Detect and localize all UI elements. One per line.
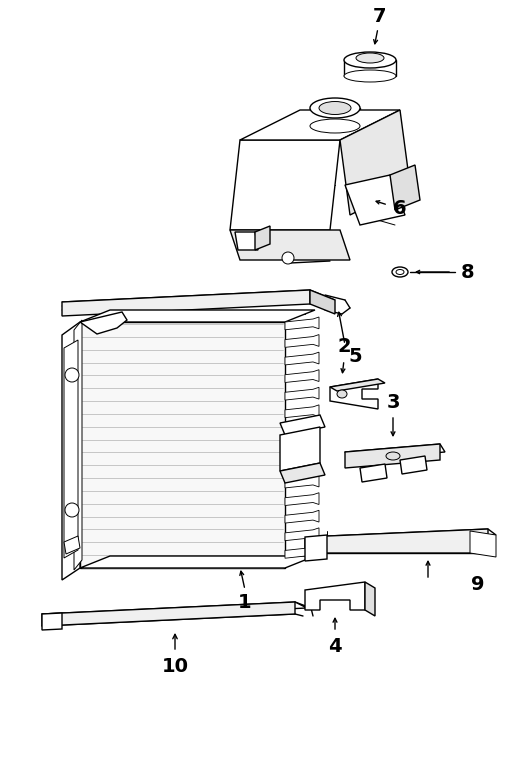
Ellipse shape xyxy=(310,98,360,118)
Polygon shape xyxy=(285,546,319,558)
Ellipse shape xyxy=(282,252,294,264)
Text: 1: 1 xyxy=(238,594,252,612)
Polygon shape xyxy=(285,475,319,488)
Text: 8: 8 xyxy=(461,262,475,282)
Polygon shape xyxy=(42,613,62,630)
Polygon shape xyxy=(64,340,78,558)
Text: 9: 9 xyxy=(471,576,485,594)
Polygon shape xyxy=(390,165,420,210)
Polygon shape xyxy=(42,602,307,620)
Polygon shape xyxy=(470,531,496,557)
Polygon shape xyxy=(74,320,82,570)
Polygon shape xyxy=(305,529,496,543)
Ellipse shape xyxy=(310,119,360,133)
Polygon shape xyxy=(240,110,400,140)
Polygon shape xyxy=(305,535,327,561)
Polygon shape xyxy=(80,310,315,322)
Polygon shape xyxy=(285,370,319,382)
Polygon shape xyxy=(344,60,396,76)
Polygon shape xyxy=(80,312,127,334)
Ellipse shape xyxy=(396,269,404,275)
Ellipse shape xyxy=(344,70,396,82)
Polygon shape xyxy=(285,528,319,541)
Polygon shape xyxy=(42,602,295,626)
Polygon shape xyxy=(360,464,387,482)
Circle shape xyxy=(65,503,79,517)
Polygon shape xyxy=(280,427,320,471)
Polygon shape xyxy=(345,444,440,468)
Polygon shape xyxy=(285,457,319,471)
Text: 3: 3 xyxy=(386,392,400,412)
Ellipse shape xyxy=(356,53,384,63)
Ellipse shape xyxy=(319,101,351,115)
Polygon shape xyxy=(345,444,445,460)
Ellipse shape xyxy=(337,390,347,398)
Polygon shape xyxy=(80,322,285,568)
Polygon shape xyxy=(235,232,258,250)
Polygon shape xyxy=(64,536,80,554)
Polygon shape xyxy=(285,493,319,505)
Polygon shape xyxy=(285,352,319,365)
Polygon shape xyxy=(305,529,488,553)
Ellipse shape xyxy=(344,52,396,68)
Polygon shape xyxy=(305,582,365,610)
Text: 4: 4 xyxy=(328,636,342,656)
Polygon shape xyxy=(285,334,319,348)
Text: 6: 6 xyxy=(393,198,407,217)
Text: 2: 2 xyxy=(337,337,351,357)
Text: 5: 5 xyxy=(348,347,362,365)
Polygon shape xyxy=(230,140,340,230)
Text: 10: 10 xyxy=(162,656,189,676)
Polygon shape xyxy=(285,405,319,418)
Polygon shape xyxy=(285,387,319,400)
Ellipse shape xyxy=(386,452,400,460)
Polygon shape xyxy=(330,379,385,391)
Polygon shape xyxy=(330,379,378,409)
Polygon shape xyxy=(285,423,319,435)
Polygon shape xyxy=(345,175,405,225)
Polygon shape xyxy=(340,110,410,215)
Polygon shape xyxy=(280,463,325,483)
Circle shape xyxy=(65,368,79,382)
Polygon shape xyxy=(285,510,319,523)
Polygon shape xyxy=(230,230,350,260)
Polygon shape xyxy=(62,290,310,316)
Ellipse shape xyxy=(392,267,408,277)
Polygon shape xyxy=(400,456,427,474)
Polygon shape xyxy=(62,290,335,312)
Polygon shape xyxy=(80,556,315,568)
Polygon shape xyxy=(255,226,270,250)
Polygon shape xyxy=(365,582,375,616)
Text: 7: 7 xyxy=(373,6,387,26)
Polygon shape xyxy=(310,290,335,314)
Polygon shape xyxy=(62,322,80,580)
Polygon shape xyxy=(280,415,325,435)
Polygon shape xyxy=(285,317,319,330)
Polygon shape xyxy=(285,440,319,453)
